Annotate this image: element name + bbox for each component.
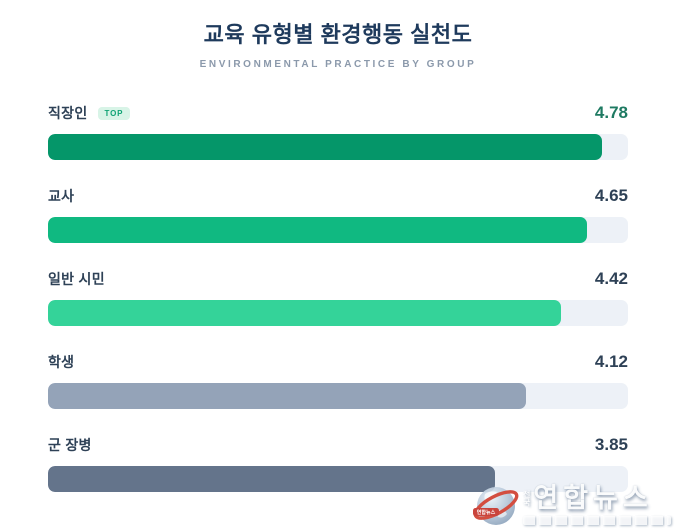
chart-row: 일반 시민 4.42 bbox=[48, 269, 628, 326]
globe-banner-label: 연합뉴스 bbox=[477, 509, 496, 516]
bar-fill bbox=[48, 217, 588, 243]
bar-track bbox=[48, 217, 628, 243]
row-value: 4.42 bbox=[594, 269, 628, 288]
row-label: 일반 시민 bbox=[48, 271, 105, 287]
row-label: 군 장병 bbox=[48, 437, 92, 453]
row-head: 학생 4.12 bbox=[48, 352, 628, 372]
row-value: 4.65 bbox=[594, 186, 628, 205]
row-head: 군 장병 3.85 bbox=[48, 435, 628, 455]
watermark-region: 전 국 bbox=[523, 489, 531, 507]
globe-sphere bbox=[477, 487, 515, 525]
bar-track bbox=[48, 383, 628, 409]
row-label: 직장인 bbox=[48, 105, 88, 121]
bar-chart: 직장인 TOP 4.78 교사 4.65 일반 시민 4.42 bbox=[0, 103, 676, 492]
bar-track bbox=[48, 466, 628, 492]
row-label: 교사 bbox=[48, 188, 75, 204]
row-head: 직장인 TOP 4.78 bbox=[48, 103, 628, 123]
bar-fill bbox=[48, 466, 495, 492]
row-head: 일반 시민 4.42 bbox=[48, 269, 628, 289]
bar-fill bbox=[48, 383, 526, 409]
top-badge: TOP bbox=[97, 106, 131, 120]
watermark-tagline bbox=[523, 516, 671, 525]
header: 교육 유형별 환경행동 실천도 ENVIRONMENTAL PRACTICE B… bbox=[0, 0, 676, 70]
page-title: 교육 유형별 환경행동 실천도 bbox=[203, 22, 473, 47]
globe-landmass bbox=[496, 509, 507, 518]
bar-fill bbox=[48, 134, 603, 160]
row-value: 4.78 bbox=[594, 103, 628, 122]
row-value: 4.12 bbox=[594, 352, 628, 371]
globe-orbit-swoosh bbox=[473, 490, 519, 520]
row-value: 3.85 bbox=[594, 435, 628, 454]
bar-fill bbox=[48, 300, 561, 326]
chart-row: 학생 4.12 bbox=[48, 352, 628, 409]
chart-row: 군 장병 3.85 bbox=[48, 435, 628, 492]
globe-banner bbox=[473, 508, 499, 516]
chart-row: 교사 4.65 bbox=[48, 186, 628, 243]
row-label: 학생 bbox=[48, 354, 75, 370]
globe-landmass bbox=[484, 491, 497, 501]
bar-track bbox=[48, 300, 628, 326]
page-subtitle: ENVIRONMENTAL PRACTICE BY GROUP bbox=[199, 59, 477, 70]
bar-track bbox=[48, 134, 628, 160]
row-head: 교사 4.65 bbox=[48, 186, 628, 206]
chart-row: 직장인 TOP 4.78 bbox=[48, 103, 628, 160]
